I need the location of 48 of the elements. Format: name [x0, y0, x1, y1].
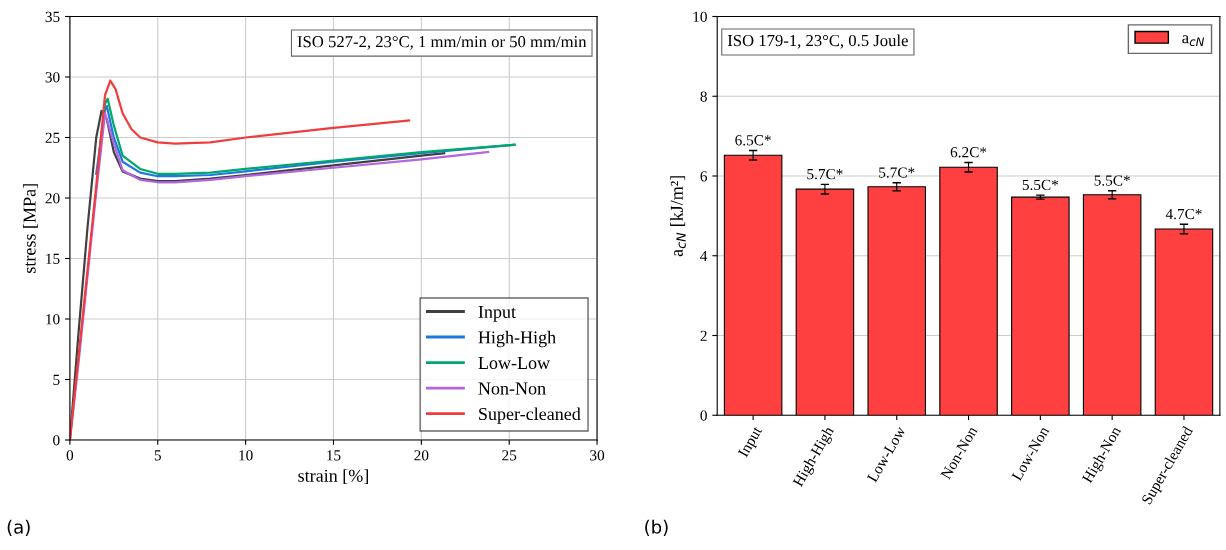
bar [867, 186, 927, 416]
y-tick-label: 0 [53, 435, 60, 446]
data-label: 4.7C* [1165, 208, 1202, 220]
y-tick-label: 6 [700, 171, 708, 182]
x-tick-label: 5 [154, 450, 161, 461]
y-tick-label: 5 [53, 374, 60, 385]
data-label: 5.7C* [807, 169, 843, 180]
legend-label: Non-Non [478, 382, 546, 395]
y-tick-label: 10 [46, 314, 60, 325]
y-tick-label: 2 [700, 330, 707, 341]
y-tick-label: 35 [45, 11, 60, 22]
bar [1154, 228, 1214, 416]
bar [1011, 196, 1070, 416]
bar [1082, 194, 1142, 416]
legend-label: Low-Low [478, 357, 551, 370]
data-label: 6.2C* [950, 147, 987, 158]
data-label: 6.5C* [735, 135, 771, 146]
text: (a) [7, 519, 30, 536]
bar [939, 166, 998, 416]
data-label: 5.7C* [879, 167, 915, 178]
legend-label: Input [478, 305, 516, 322]
x-tick-label: 15 [327, 450, 341, 461]
bar [795, 188, 855, 416]
data-label: 5.5C* [1022, 179, 1059, 191]
y-tick-label: 8 [700, 91, 707, 102]
y-axis-title: a$_{cN}$ [kJ/m²] [670, 176, 686, 257]
x-tick-label: 10 [239, 450, 253, 461]
annotation: ISO 527-2, 23°C, 1 mm/min or 50 mm/min [297, 36, 587, 50]
x-tick-label: 25 [502, 450, 517, 461]
y-tick-label: 4 [700, 250, 708, 262]
y-tick-label: 0 [700, 410, 707, 421]
y-tick-label: 25 [45, 132, 60, 143]
y-axis-title: stress [MPa] [22, 184, 38, 273]
annotation: ISO 179-1, 23°C, 0.5 Joule [727, 34, 908, 49]
bar [723, 154, 783, 416]
y-tick-label: 30 [45, 72, 60, 83]
text: (b) [645, 519, 668, 536]
y-tick-label: 15 [46, 253, 60, 264]
y-tick-label: 20 [45, 193, 60, 204]
y-tick-label: 10 [693, 11, 707, 22]
x-axis-title: strain [%] [298, 469, 368, 485]
x-tick-label: 30 [590, 450, 605, 461]
legend-label: High-High [478, 330, 556, 348]
legend-label: Super-cleaned [479, 407, 581, 424]
data-label: 5.5C* [1094, 175, 1130, 186]
x-tick-label: 20 [414, 450, 429, 461]
x-tick-label: 0 [66, 450, 74, 461]
legend-label: a$_{cN}$ [1182, 35, 1205, 47]
